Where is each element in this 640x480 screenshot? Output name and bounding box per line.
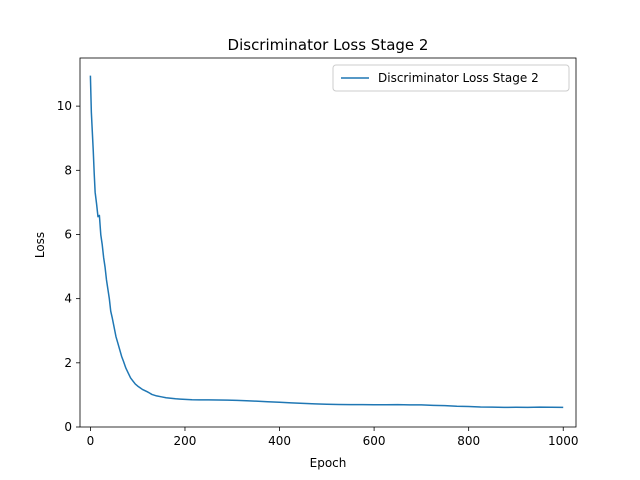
x-tick-label: 200	[174, 434, 197, 448]
plot-area	[89, 75, 564, 409]
legend-box	[332, 64, 570, 92]
y-tick-label: 10	[57, 99, 72, 113]
x-axis-label: Epoch	[310, 456, 347, 470]
x-tick-label: 800	[457, 434, 480, 448]
legend-label-0: Discriminator Loss Stage 2	[378, 71, 539, 85]
y-tick-label: 0	[64, 420, 72, 434]
x-tick-label: 400	[268, 434, 291, 448]
x-tick-label: 600	[363, 434, 386, 448]
y-tick-label: 4	[64, 292, 72, 306]
y-tick-label: 2	[64, 356, 72, 370]
x-tick-label: 1000	[548, 434, 579, 448]
y-tick-label: 6	[64, 227, 72, 241]
series-line-0	[89, 75, 564, 409]
axes: 0 200 400 600 800 1000 0 2 4 6 8 10	[57, 57, 579, 448]
chart-title: Discriminator Loss Stage 2	[228, 36, 429, 54]
y-tick-label: 8	[64, 163, 72, 177]
x-tick-label: 0	[87, 434, 95, 448]
axes-frame	[79, 57, 577, 428]
y-axis-label: Loss	[33, 232, 47, 258]
legend: Discriminator Loss Stage 2	[332, 64, 570, 92]
